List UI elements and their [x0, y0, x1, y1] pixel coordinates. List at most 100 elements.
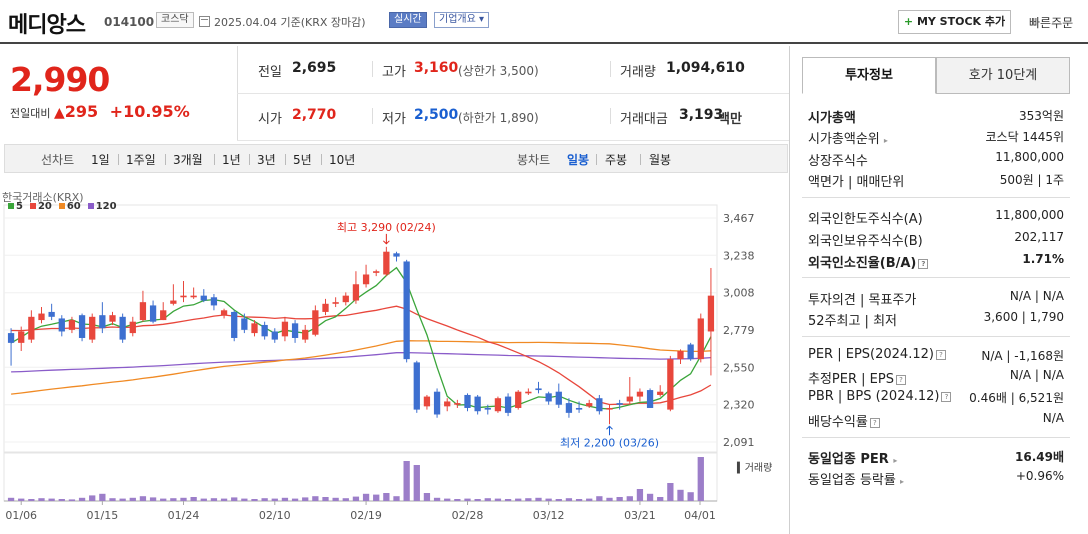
candle-body — [352, 284, 360, 301]
volume-bar — [687, 492, 694, 501]
volume-bar — [261, 498, 268, 501]
period-5y[interactable]: 5년 — [293, 153, 312, 167]
candle-body — [484, 407, 491, 410]
tab-investment-info[interactable]: 투자정보 — [802, 57, 936, 94]
candle-body — [119, 316, 126, 340]
per-text: PER | EPS(2024.12) — [808, 347, 934, 362]
basis-date: 2025.04.04 기준(KRX 장마감) — [214, 16, 366, 29]
prev-close-value: 2,695 — [292, 60, 337, 76]
est-per-value: N/A | N/A — [1009, 368, 1064, 382]
candle-body — [393, 253, 400, 257]
volume-bar — [210, 498, 218, 501]
volume-bar — [565, 498, 573, 501]
volume-bar — [291, 498, 299, 501]
market-tag: 코스닥 — [156, 12, 194, 28]
x-tick-label: 01/15 — [87, 509, 119, 522]
period-10y[interactable]: 10년 — [329, 153, 356, 167]
volume-bar — [606, 497, 613, 501]
volume-bar — [373, 494, 380, 501]
est-per-text: 추정PER | EPS — [808, 372, 894, 387]
help-icon[interactable]: ? — [895, 374, 906, 385]
period-3m[interactable]: 3개월 — [173, 153, 203, 167]
high-label: 고가 — [382, 65, 406, 80]
low-label: 저가 — [382, 112, 406, 127]
candle-body — [565, 403, 573, 413]
quick-order-link[interactable]: 빠른주문 — [1029, 16, 1074, 30]
stock-name: 메디앙스 — [8, 13, 86, 38]
volume-bar — [697, 457, 704, 501]
candle-body — [271, 331, 278, 340]
candle-chart-title: 봉차트 — [517, 153, 551, 167]
market-cap-rank-label[interactable]: 시가총액순위 ▸ — [808, 128, 888, 147]
candle-body — [7, 333, 15, 343]
candle-body — [28, 316, 35, 340]
candle-daily[interactable]: 일봉 — [567, 153, 590, 167]
help-icon[interactable]: ? — [869, 417, 880, 428]
help-icon[interactable]: ? — [935, 349, 946, 360]
company-overview-dropdown[interactable]: 기업개요 ▾ — [434, 12, 489, 28]
candle-body — [535, 388, 542, 391]
candle-body — [342, 295, 349, 303]
price-change: 전일대비 ▲295 +10.95% — [10, 102, 190, 121]
volume-bar — [393, 496, 400, 501]
divider — [610, 108, 611, 124]
candlestick-chart[interactable]: 3,467 3,238 3,008 2,779 2,550 2,320 2,091 01/06… — [0, 185, 788, 534]
chart-source: 한국거래소(KRX) — [2, 191, 84, 204]
candle-body — [210, 297, 218, 306]
volume-bar — [109, 498, 116, 501]
ma5-line — [10, 266, 712, 410]
opinion-value: N/A | N/A — [1009, 289, 1064, 303]
volume-plot-area — [3, 452, 718, 502]
calendar-icon — [199, 16, 210, 27]
candle-body — [697, 318, 704, 360]
add-mystock-button[interactable]: + MY STOCK 추가 — [898, 10, 1011, 34]
divider — [789, 46, 790, 534]
candle-body — [545, 393, 552, 402]
help-icon[interactable]: ? — [941, 391, 952, 402]
x-tick-label: 01/24 — [168, 509, 200, 522]
tab-order-book[interactable]: 호가 10단계 — [936, 57, 1070, 94]
volume-bar — [535, 497, 542, 501]
volume-bar — [636, 489, 644, 501]
x-tick-label: 03/12 — [533, 509, 565, 522]
period-3y[interactable]: 3년 — [257, 153, 276, 167]
volume-bar — [677, 489, 684, 501]
industry-per-label[interactable]: 동일업종 PER ▸ — [808, 448, 897, 467]
y-tick-label: 2,320 — [723, 399, 755, 412]
divider — [610, 61, 611, 77]
candle-body — [636, 391, 644, 397]
industry-change-label[interactable]: 동일업종 등락률 ▸ — [808, 469, 904, 488]
lower-limit: (하한가 1,890) — [458, 111, 539, 125]
industry-per-text: 동일업종 PER — [808, 452, 889, 467]
period-1y[interactable]: 1년 — [222, 153, 241, 167]
pbr-label: PBR | BPS (2024.12)? — [808, 389, 952, 404]
candle-weekly[interactable]: 주봉 — [605, 153, 628, 167]
divider — [802, 197, 1070, 198]
period-1d[interactable]: 1일 — [91, 153, 110, 167]
per-label: PER | EPS(2024.12)? — [808, 347, 946, 362]
candle-body — [707, 295, 715, 332]
candle-body — [677, 351, 684, 360]
x-tick-label: 02/28 — [452, 509, 484, 522]
add-mystock-label: MY STOCK 추가 — [916, 15, 1006, 28]
dividend-text: 배당수익률 — [808, 415, 868, 430]
candle-body — [464, 394, 471, 408]
opinion-label: 투자의견 | 목표주가 — [808, 293, 917, 308]
candle-body — [78, 315, 86, 338]
ma60-line — [11, 340, 711, 395]
upper-limit: (상한가 3,500) — [458, 64, 539, 78]
help-icon[interactable]: ? — [918, 258, 929, 269]
candle-body — [626, 396, 633, 402]
candle-monthly[interactable]: 월봉 — [649, 153, 672, 167]
realtime-button[interactable]: 실시간 — [389, 12, 427, 28]
candle-body — [474, 396, 481, 412]
divider — [640, 154, 641, 165]
volume-bar — [575, 499, 583, 501]
period-1w[interactable]: 1주일 — [126, 153, 156, 167]
volume-bar — [454, 499, 461, 501]
line-chart-title: 선차트 — [41, 153, 75, 167]
candle-body — [160, 310, 167, 321]
candle-body — [646, 390, 654, 408]
candle-body — [18, 331, 25, 343]
stock-code: 014100 — [104, 15, 155, 29]
